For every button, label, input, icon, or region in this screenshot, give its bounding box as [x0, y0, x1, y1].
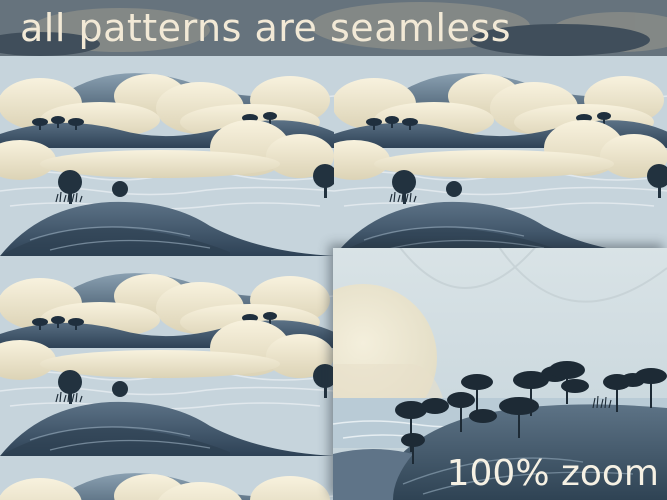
- headline-band: [0, 0, 667, 56]
- headline: all patterns are seamless: [20, 6, 512, 50]
- zoom-label: 100% zoom: [446, 453, 659, 494]
- zoom-inset-artwork: [333, 248, 667, 500]
- zoom-inset: 100% zoom: [333, 248, 667, 500]
